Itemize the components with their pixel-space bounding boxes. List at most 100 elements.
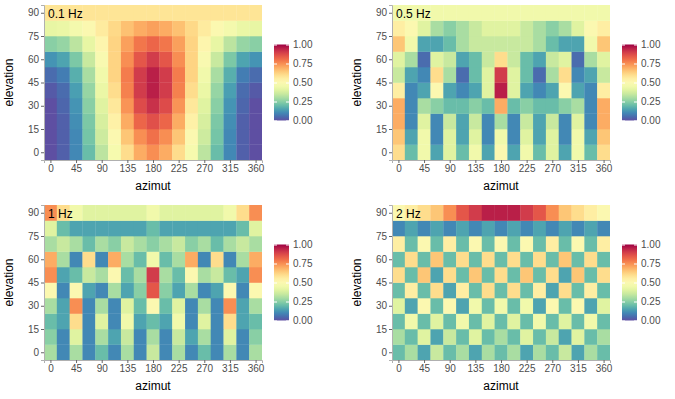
colorbar-tick-inner (622, 83, 625, 84)
y-tick: 30 (28, 300, 44, 311)
cell (108, 314, 121, 330)
cell (533, 267, 546, 283)
cell (82, 329, 95, 345)
cell (469, 129, 482, 145)
cell (44, 145, 57, 161)
cell (185, 114, 198, 130)
cell (224, 252, 237, 268)
y-axis: 0153045607590 (28, 6, 45, 161)
x-tick: 45 (71, 160, 83, 174)
cell (520, 252, 533, 268)
cell (134, 52, 147, 68)
cell (533, 129, 546, 145)
cell (236, 114, 249, 130)
cell (392, 221, 405, 237)
cell (185, 36, 198, 52)
cell (134, 145, 147, 161)
cell (469, 52, 482, 68)
cell (533, 52, 546, 68)
cell (172, 283, 185, 299)
cell (185, 298, 198, 314)
cell (430, 129, 443, 145)
cell (249, 205, 262, 221)
colorbar-tick-inner (286, 64, 289, 65)
cell (57, 52, 70, 68)
cell (430, 298, 443, 314)
cell (159, 52, 172, 68)
cell (211, 98, 224, 114)
cell (559, 329, 572, 345)
cell (236, 36, 249, 52)
cell (121, 314, 134, 330)
cell (533, 205, 546, 221)
cell (392, 236, 405, 252)
cell (392, 129, 405, 145)
cell (430, 98, 443, 114)
colorbar-tick-inner (274, 264, 277, 265)
y-tick-mark (389, 236, 392, 237)
colorbar-tick-label: 1.00 (641, 239, 661, 250)
cell (597, 36, 610, 52)
y-tick-mark (41, 352, 44, 353)
x-tick-label: 180 (145, 163, 162, 174)
cell (405, 329, 418, 345)
cell (597, 67, 610, 83)
y-tick-mark (41, 306, 44, 307)
cell (546, 345, 559, 361)
cell (249, 283, 262, 299)
cell (584, 114, 597, 130)
y-tick: 45 (28, 277, 44, 288)
cell (405, 221, 418, 237)
cell (70, 329, 83, 345)
cell (224, 314, 237, 330)
cell (392, 67, 405, 83)
cell (572, 298, 585, 314)
cell (198, 252, 211, 268)
cell (82, 129, 95, 145)
cell (185, 52, 198, 68)
y-tick-label: 45 (28, 77, 40, 88)
cell (44, 221, 57, 237)
cell (584, 129, 597, 145)
x-tick-label: 45 (419, 163, 431, 174)
colorbar-tick-label: 0.25 (293, 296, 313, 307)
cell (159, 314, 172, 330)
y-tick-label: 75 (28, 31, 40, 42)
cell (392, 36, 405, 52)
cell (57, 252, 70, 268)
colorbar-tick-inner (286, 321, 289, 322)
colorbar-tick-label: 0.00 (641, 115, 661, 126)
cell (418, 98, 431, 114)
cell (572, 67, 585, 83)
cell (430, 252, 443, 268)
cell (224, 36, 237, 52)
cell (211, 314, 224, 330)
cell (57, 98, 70, 114)
cell (495, 114, 508, 130)
cell (82, 114, 95, 130)
cell (185, 83, 198, 99)
cell (172, 329, 185, 345)
cell (392, 298, 405, 314)
colorbar-tick-inner (286, 264, 289, 265)
cell (224, 5, 237, 21)
x-tick-label: 270 (196, 163, 213, 174)
x-tick: 360 (248, 160, 265, 174)
y-tick: 45 (28, 77, 44, 88)
cell (82, 36, 95, 52)
cell (482, 5, 495, 21)
cell (443, 21, 456, 37)
cell (249, 314, 262, 330)
cell (495, 36, 508, 52)
colorbar-axis: 0.000.250.500.751.00 (274, 39, 313, 126)
cell (584, 36, 597, 52)
y-tick: 15 (28, 324, 44, 335)
y-tick-mark (41, 106, 44, 107)
cell (546, 205, 559, 221)
cell (546, 252, 559, 268)
cell (533, 145, 546, 161)
cell (430, 67, 443, 83)
cell (456, 298, 469, 314)
cell (507, 114, 520, 130)
cell (456, 145, 469, 161)
